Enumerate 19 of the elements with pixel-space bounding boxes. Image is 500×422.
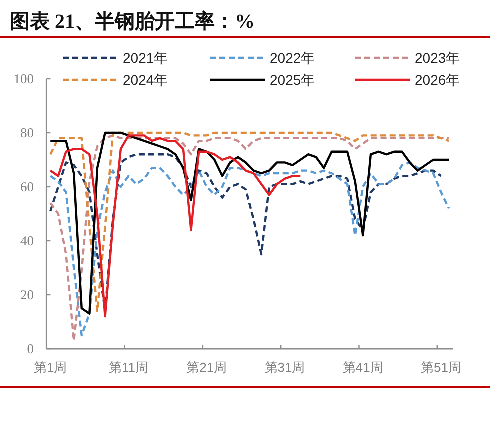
y-tick-label: 0 bbox=[27, 342, 34, 356]
x-tick-label: 第51周 bbox=[421, 360, 462, 375]
x-tick-label: 第21周 bbox=[186, 360, 228, 375]
legend-label: 2026年 bbox=[415, 72, 460, 88]
y-tick-label: 100 bbox=[14, 72, 34, 86]
legend-label: 2022年 bbox=[270, 50, 316, 66]
y-tick-label: 40 bbox=[20, 234, 34, 248]
chart-title: 图表 21、半钢胎开工率：% bbox=[10, 10, 255, 33]
x-tick-label: 第31周 bbox=[264, 360, 306, 375]
legend-label: 2025年 bbox=[270, 72, 316, 88]
x-tick-label: 第41周 bbox=[342, 360, 384, 375]
y-tick-label: 20 bbox=[20, 288, 34, 302]
legend-label: 2021年 bbox=[123, 50, 168, 66]
y-tick-label: 80 bbox=[20, 126, 34, 140]
legend-label: 2023年 bbox=[415, 50, 460, 66]
x-tick-label: 第11周 bbox=[108, 360, 148, 375]
x-tick-label: 第1周 bbox=[34, 360, 68, 375]
legend-label: 2024年 bbox=[123, 72, 168, 88]
y-tick-label: 60 bbox=[20, 180, 34, 194]
